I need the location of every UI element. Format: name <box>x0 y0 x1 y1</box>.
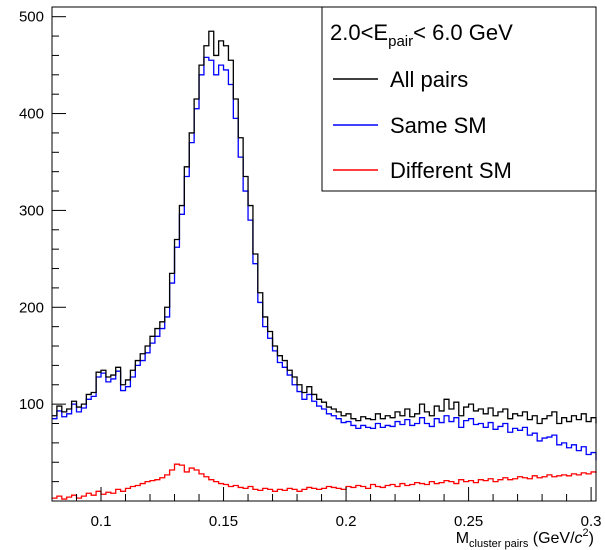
y-tick-label: 400 <box>19 106 44 123</box>
series-line-same-sm <box>52 56 597 461</box>
x-axis-label: Mcluster pairs (GeV/c2) <box>456 527 594 550</box>
series-line-all-pairs <box>52 30 597 425</box>
legend-entry-all-pairs: All pairs <box>390 67 468 92</box>
y-tick-label: 100 <box>19 396 44 413</box>
y-tick-label: 300 <box>19 202 44 219</box>
y-tick-label: 200 <box>19 299 44 316</box>
x-tick-label: 0.3 <box>581 513 602 530</box>
legend-entry-same-sm: Same SM <box>390 113 487 138</box>
x-tick-label: 0.2 <box>336 513 357 530</box>
x-tick-label: 0.15 <box>209 513 238 530</box>
legend: 2.0<Epair< 6.0 GeV All pairs Same SM Dif… <box>321 6 597 192</box>
series-line-different-sm <box>52 463 597 500</box>
legend-header: 2.0<Epair< 6.0 GeV <box>330 20 513 50</box>
series-layer <box>52 30 597 500</box>
x-tick-label: 0.25 <box>454 513 483 530</box>
y-tick-label: 500 <box>19 9 44 26</box>
x-tick-label: 0.1 <box>91 513 112 530</box>
ticks-layer: 0.1 0.15 0.2 0.25 0.3 100 200 300 400 500 <box>19 9 602 530</box>
legend-entry-different-sm: Different SM <box>390 158 512 183</box>
legend-box <box>321 6 597 192</box>
